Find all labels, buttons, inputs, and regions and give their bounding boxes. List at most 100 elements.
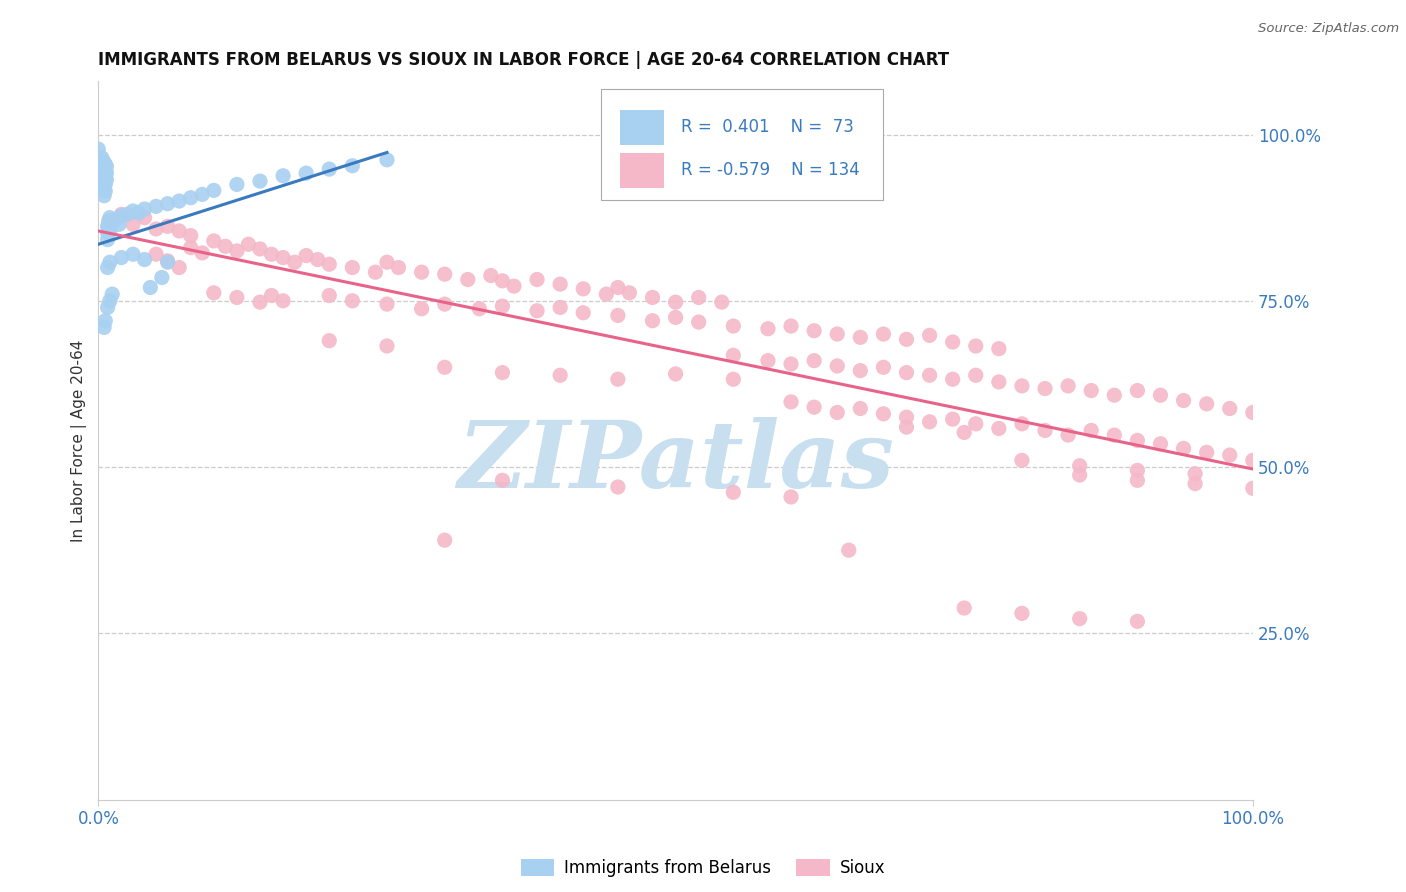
Point <box>167 260 190 275</box>
Point <box>1149 436 1171 450</box>
Point <box>411 301 433 316</box>
Point <box>93 188 115 202</box>
Legend: Immigrants from Belarus, Sioux: Immigrants from Belarus, Sioux <box>515 852 891 884</box>
Point <box>1011 417 1033 431</box>
Point <box>110 207 132 221</box>
Point <box>688 290 710 304</box>
Point <box>375 339 398 353</box>
Point <box>202 285 225 300</box>
Point <box>1080 384 1102 398</box>
Point <box>1057 379 1080 393</box>
Point <box>987 421 1010 435</box>
Point <box>101 215 124 229</box>
Point <box>965 417 987 431</box>
Point <box>145 199 167 213</box>
Point <box>953 425 976 440</box>
Text: IMMIGRANTS FROM BELARUS VS SIOUX IN LABOR FORCE | AGE 20-64 CORRELATION CHART: IMMIGRANTS FROM BELARUS VS SIOUX IN LABO… <box>98 51 949 69</box>
Point <box>1173 393 1195 408</box>
Point <box>606 280 628 294</box>
Point <box>1011 607 1033 621</box>
FancyBboxPatch shape <box>600 88 883 200</box>
Point <box>872 326 894 341</box>
Point <box>606 372 628 386</box>
Point <box>491 274 513 288</box>
Point <box>1184 467 1206 481</box>
Point <box>1126 384 1149 398</box>
Point <box>145 222 167 236</box>
Point <box>1241 405 1264 419</box>
Point <box>249 242 271 256</box>
Point <box>115 207 138 221</box>
Point <box>93 155 115 169</box>
Point <box>156 196 179 211</box>
Point <box>91 161 114 175</box>
Point <box>97 260 120 275</box>
Point <box>271 251 294 265</box>
Point <box>97 214 120 228</box>
Point <box>191 246 214 260</box>
Y-axis label: In Labor Force | Age 20-64: In Labor Force | Age 20-64 <box>72 339 87 541</box>
Point <box>90 168 112 182</box>
Point <box>375 255 398 269</box>
Point <box>849 401 872 416</box>
Point <box>145 247 167 261</box>
Point <box>97 226 120 240</box>
Point <box>688 315 710 329</box>
Point <box>803 324 825 338</box>
Point <box>1069 458 1091 473</box>
Point <box>825 405 848 419</box>
Point <box>780 395 803 409</box>
Point <box>825 326 848 341</box>
Point <box>942 412 965 426</box>
Point <box>225 244 247 258</box>
Point <box>803 353 825 368</box>
Point <box>122 217 145 231</box>
Point <box>1149 388 1171 402</box>
Point <box>953 601 976 615</box>
Point <box>918 328 941 343</box>
Point <box>90 161 112 175</box>
Point <box>93 169 115 183</box>
Point <box>756 353 779 368</box>
Text: Source: ZipAtlas.com: Source: ZipAtlas.com <box>1258 22 1399 36</box>
Point <box>780 357 803 371</box>
Point <box>110 209 132 223</box>
Point <box>225 290 247 304</box>
Point <box>942 372 965 386</box>
Point <box>1241 481 1264 495</box>
Point <box>1195 445 1218 459</box>
Point <box>260 247 283 261</box>
Point <box>110 251 132 265</box>
Point <box>1080 424 1102 438</box>
Point <box>918 368 941 383</box>
Point <box>825 359 848 373</box>
Point <box>202 183 225 197</box>
Point <box>307 252 329 267</box>
Point <box>94 184 117 198</box>
Point <box>94 178 117 192</box>
Point <box>180 241 202 255</box>
Point <box>987 375 1010 389</box>
Point <box>318 257 340 271</box>
Text: R = -0.579    N = 134: R = -0.579 N = 134 <box>682 161 860 179</box>
Point <box>1033 424 1056 438</box>
Point <box>150 270 173 285</box>
Point <box>1126 434 1149 448</box>
Point <box>180 191 202 205</box>
Point <box>97 219 120 234</box>
Point <box>1069 468 1091 483</box>
Point <box>295 249 318 263</box>
Point <box>93 182 115 196</box>
Point <box>1033 382 1056 396</box>
Point <box>122 247 145 261</box>
Point <box>491 473 513 487</box>
Point <box>90 151 112 165</box>
Point <box>572 306 595 320</box>
Point <box>104 212 127 227</box>
Point <box>156 219 179 234</box>
Point <box>202 234 225 248</box>
Point <box>364 265 387 279</box>
Point <box>98 224 121 238</box>
Point <box>89 170 111 185</box>
Point <box>896 366 918 380</box>
